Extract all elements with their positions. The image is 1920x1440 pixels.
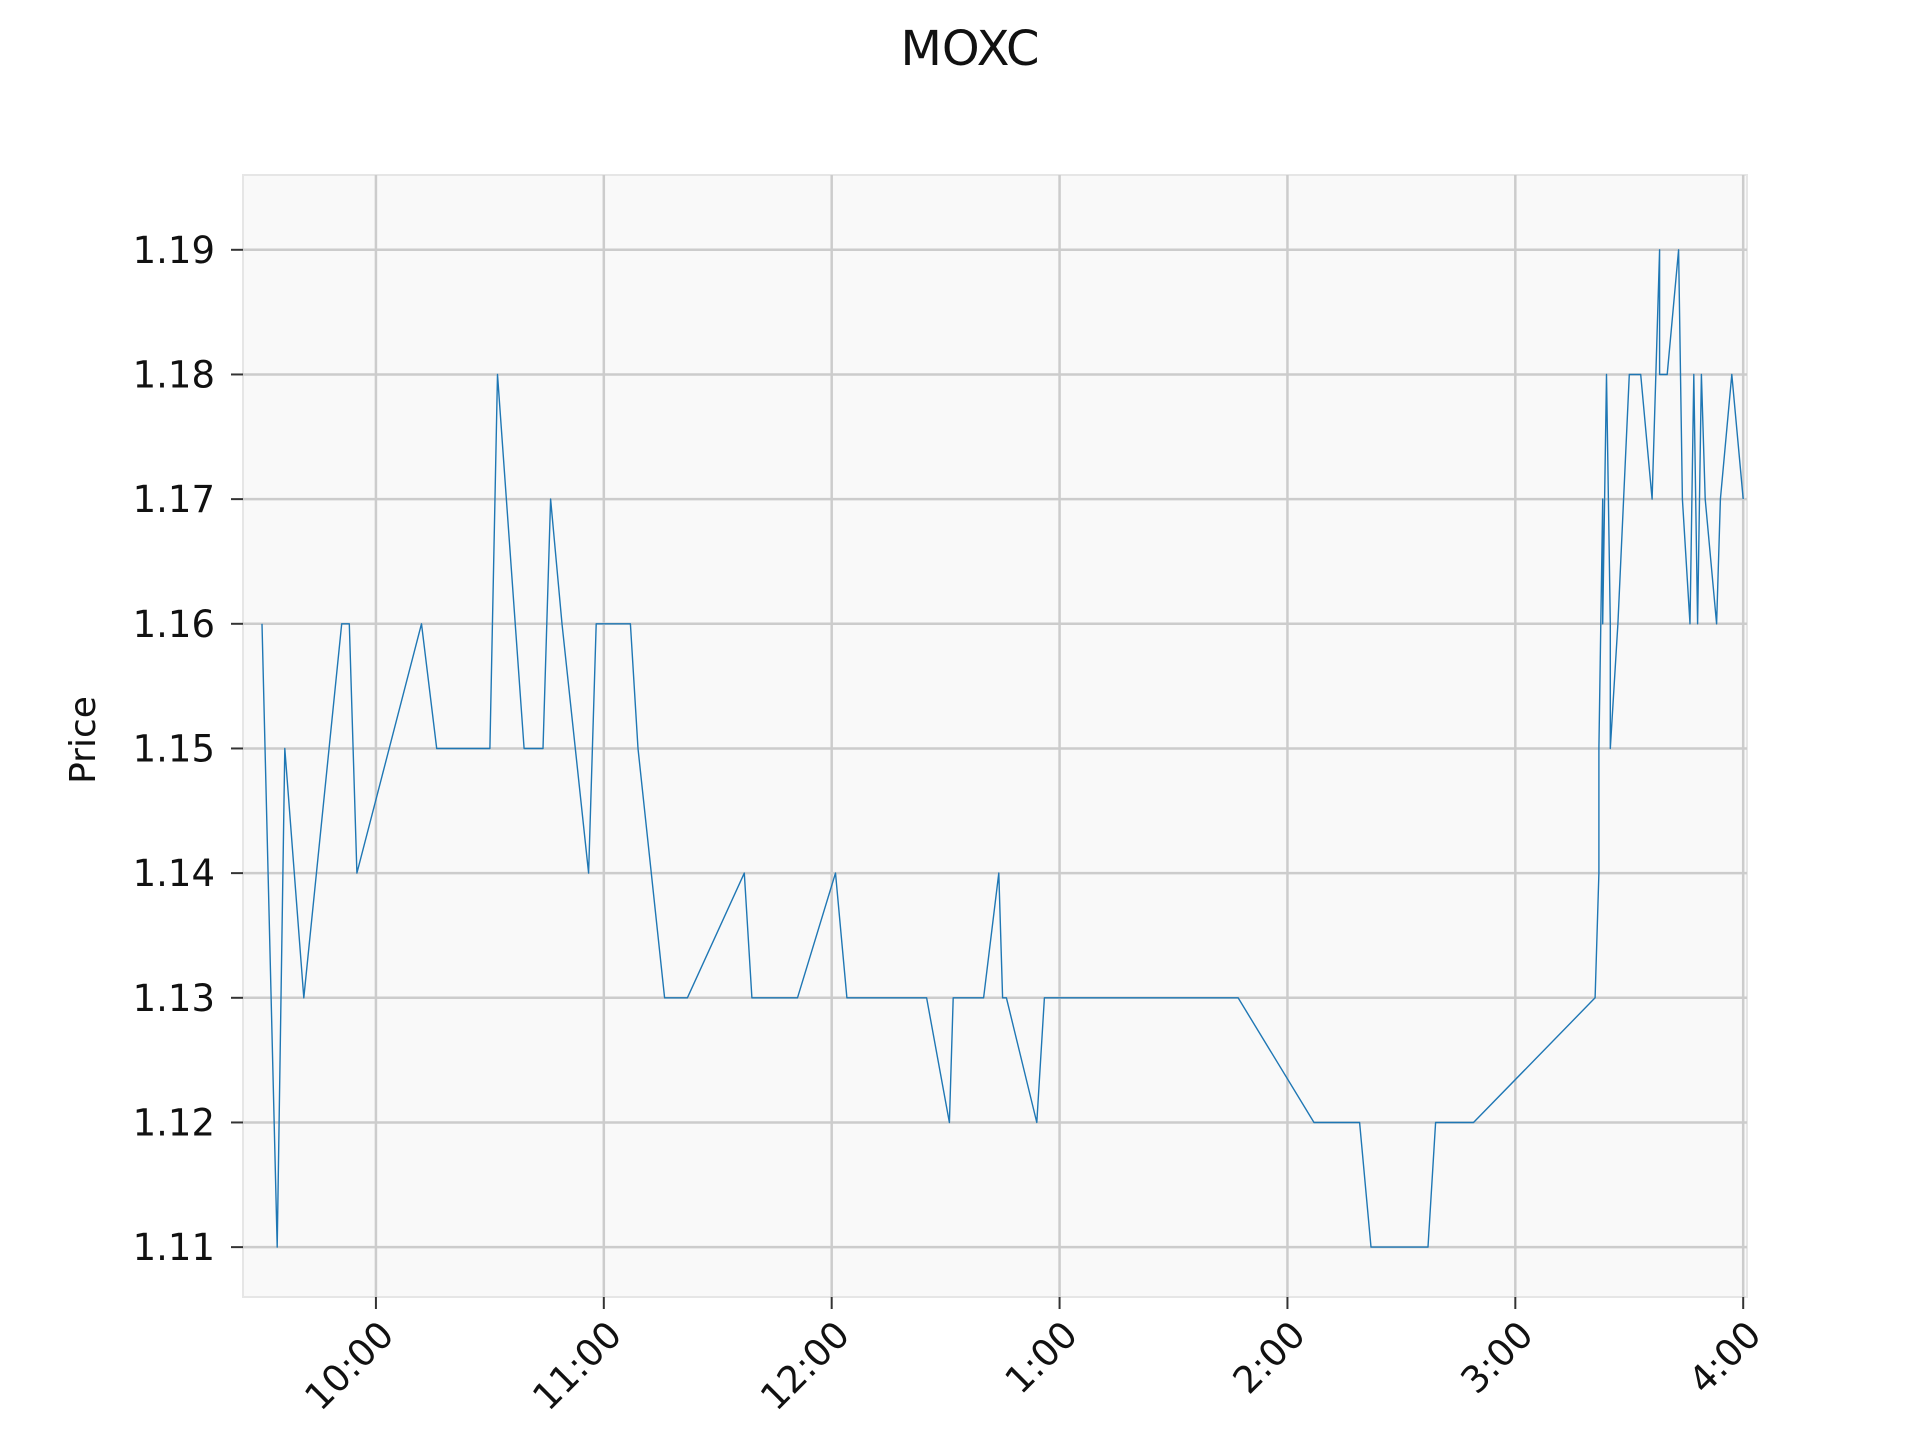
y-tick-label-5: 1.16 — [133, 603, 215, 646]
plot-area — [242, 174, 1748, 1298]
axis-ticks — [231, 248, 1745, 1309]
x-tick-label-1: 11:00 — [524, 1313, 630, 1419]
y-tick-label-3: 1.14 — [133, 852, 215, 895]
y-axis-label: Price — [63, 696, 104, 784]
y-tick-label-1: 1.12 — [133, 1101, 215, 1144]
x-tick-label-4: 2:00 — [1225, 1313, 1314, 1402]
y-tick-label-7: 1.18 — [133, 353, 215, 396]
y-tick-label-6: 1.17 — [133, 478, 215, 521]
grid-lines — [243, 175, 1747, 1297]
x-tick-label-2: 12:00 — [752, 1313, 858, 1419]
series-layer — [261, 249, 1744, 1248]
y-tick-label-2: 1.13 — [133, 977, 215, 1020]
y-tick-label-0: 1.11 — [133, 1226, 215, 1269]
y-tick-label-4: 1.15 — [133, 727, 215, 770]
x-tick-label-6: 4:00 — [1680, 1313, 1769, 1402]
x-tick-label-3: 1:00 — [997, 1313, 1086, 1402]
chart-title: MOXC — [900, 21, 1039, 77]
x-tick-label-0: 10:00 — [296, 1313, 402, 1419]
y-tick-label-8: 1.19 — [133, 229, 215, 272]
x-tick-label-5: 3:00 — [1453, 1313, 1542, 1402]
series-line-0 — [261, 249, 1744, 1248]
